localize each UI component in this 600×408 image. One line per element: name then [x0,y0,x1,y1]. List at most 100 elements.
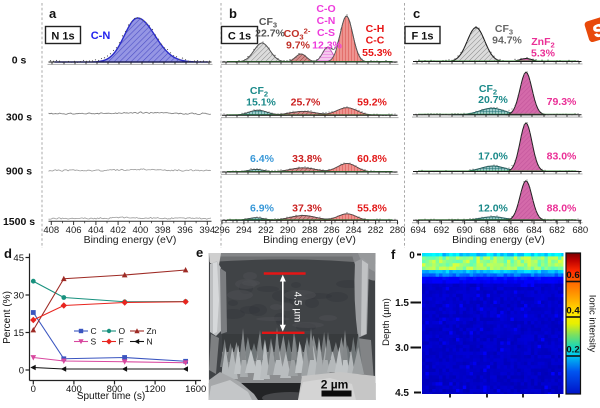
svg-text:0.2: 0.2 [566,345,579,356]
svg-text:Zn: Zn [147,326,157,336]
svg-text:94.7%: 94.7% [492,35,522,47]
svg-text:1600: 1600 [185,384,206,395]
svg-text:CF3: CF3 [495,23,513,37]
svg-text:12.3%: 12.3% [312,40,342,52]
svg-text:Binding energy (eV): Binding energy (eV) [263,234,356,246]
svg-text:282: 282 [368,225,384,236]
svg-text:2 µm: 2 µm [321,378,349,392]
svg-text:C-S: C-S [317,27,335,39]
svg-text:CF3: CF3 [259,16,277,30]
svg-text:N: N [147,337,153,347]
svg-text:22.7%: 22.7% [255,28,285,40]
svg-text:692: 692 [433,225,449,236]
svg-text:Binding energy (eV): Binding energy (eV) [452,234,545,246]
svg-text:N 1s: N 1s [51,31,74,43]
svg-text:C 1s: C 1s [228,31,251,43]
svg-text:S: S [591,20,600,41]
svg-text:1200: 1200 [145,384,166,395]
svg-text:680: 680 [572,225,588,236]
svg-text:404: 404 [88,225,104,236]
svg-text:45: 45 [13,253,24,264]
svg-text:S: S [91,337,97,347]
svg-text:690: 690 [457,225,473,236]
svg-text:ZnF2: ZnF2 [531,36,554,50]
svg-text:0 s: 0 s [12,55,27,67]
svg-text:12.0%: 12.0% [478,203,508,215]
svg-text:F: F [119,337,124,347]
svg-text:37.3%: 37.3% [292,203,322,215]
svg-text:88.0%: 88.0% [547,203,577,215]
svg-text:Sputter time (s): Sputter time (s) [77,391,145,402]
svg-text:c: c [413,6,420,21]
svg-text:3.0: 3.0 [395,343,409,354]
svg-text:290: 290 [280,225,296,236]
svg-text:Percent (%): Percent (%) [2,291,13,344]
svg-text:33.8%: 33.8% [292,153,322,165]
svg-text:C-O: C-O [316,3,335,15]
svg-text:398: 398 [155,225,171,236]
svg-text:e: e [196,245,203,260]
svg-text:1500 s: 1500 s [3,216,35,228]
svg-text:6.4%: 6.4% [250,153,275,165]
svg-text:288: 288 [302,225,318,236]
svg-text:394: 394 [199,225,215,236]
svg-text:0: 0 [31,384,36,395]
svg-text:4.5 µm: 4.5 µm [292,292,303,323]
svg-text:0.6: 0.6 [566,270,579,281]
svg-text:Depth (µm): Depth (µm) [381,298,392,346]
svg-text:25.7%: 25.7% [291,97,321,109]
svg-text:55.8%: 55.8% [357,203,387,215]
svg-text:59.2%: 59.2% [357,97,387,109]
svg-text:300 s: 300 s [6,112,32,124]
svg-text:17.0%: 17.0% [478,151,508,163]
svg-text:682: 682 [549,225,565,236]
svg-text:688: 688 [480,225,496,236]
svg-text:C-C: C-C [366,35,385,47]
svg-text:694: 694 [410,225,426,236]
svg-text:83.0%: 83.0% [547,151,577,163]
svg-text:294: 294 [236,225,252,236]
svg-text:396: 396 [177,225,193,236]
svg-text:684: 684 [526,225,542,236]
svg-text:CF2: CF2 [479,83,497,97]
svg-text:O: O [119,326,126,336]
svg-text:f: f [391,247,396,262]
svg-text:900 s: 900 s [6,166,32,178]
svg-text:406: 406 [66,225,82,236]
svg-text:6.9%: 6.9% [250,203,275,215]
svg-text:b: b [229,6,237,21]
svg-text:CF2: CF2 [250,85,268,99]
svg-text:0: 0 [409,251,415,262]
svg-text:C-N: C-N [91,30,111,42]
svg-text:Ionic intensity: Ionic intensity [587,295,598,353]
svg-text:686: 686 [503,225,519,236]
svg-text:4.5: 4.5 [395,388,409,399]
svg-text:79.3%: 79.3% [547,96,577,108]
svg-text:400: 400 [132,225,148,236]
svg-text:d: d [4,246,12,261]
svg-text:9.7%: 9.7% [286,40,311,52]
svg-text:0: 0 [19,366,24,377]
svg-text:284: 284 [346,225,362,236]
svg-text:a: a [49,6,57,21]
svg-text:C: C [91,326,97,336]
svg-text:C-H: C-H [366,23,385,35]
svg-text:280: 280 [390,225,406,236]
svg-text:800: 800 [107,384,123,395]
svg-text:1.5: 1.5 [395,298,409,309]
svg-text:C-N: C-N [317,15,336,27]
svg-text:400: 400 [66,384,82,395]
svg-text:296: 296 [214,225,230,236]
svg-text:286: 286 [324,225,340,236]
svg-text:30: 30 [13,291,24,302]
svg-text:Binding energy (eV): Binding energy (eV) [84,234,177,246]
svg-text:408: 408 [43,225,59,236]
svg-text:5.3%: 5.3% [531,48,556,60]
svg-text:15.1%: 15.1% [246,97,276,109]
svg-text:402: 402 [110,225,126,236]
svg-text:20.7%: 20.7% [478,94,508,106]
svg-text:F 1s: F 1s [411,31,433,43]
svg-text:292: 292 [258,225,274,236]
svg-text:15: 15 [13,328,24,339]
svg-text:0.4: 0.4 [566,306,580,317]
